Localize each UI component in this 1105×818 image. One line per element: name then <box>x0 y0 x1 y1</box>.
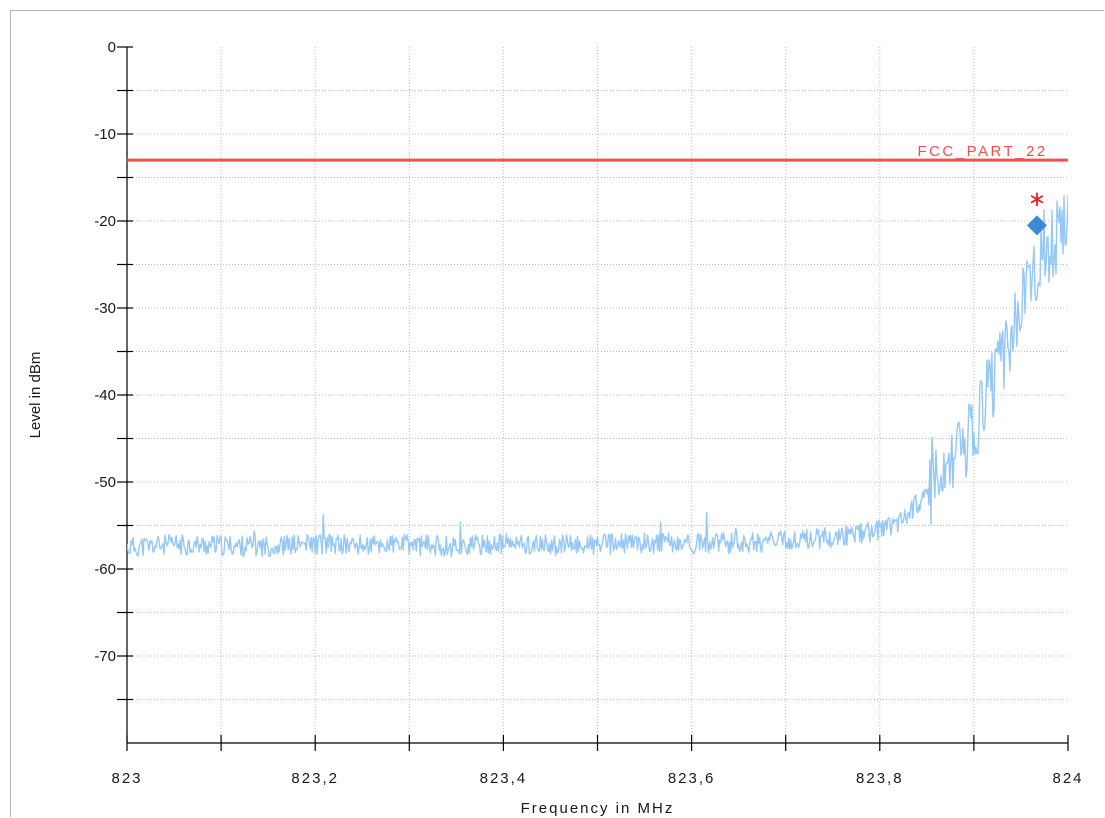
x-tick-label: 823 <box>111 770 142 787</box>
tick-labels: 0 -10 -20 -30 -40 -50 -60 -70 823 823,2 823,4 823,6… <box>94 39 1083 787</box>
axes <box>117 46 1069 751</box>
plot-frame <box>10 10 1104 817</box>
marker-asterisk <box>1030 192 1044 207</box>
trace-line <box>127 194 1068 558</box>
y-tick-label: -40 <box>94 387 116 404</box>
y-tick-label: -50 <box>94 474 116 491</box>
x-tick-label: 823,6 <box>668 770 716 787</box>
trace-series <box>127 194 1068 558</box>
x-tick-label: 823,8 <box>856 770 904 787</box>
y-tick-label: -60 <box>94 561 116 578</box>
markers <box>1026 192 1047 236</box>
y-tick-label: -20 <box>94 213 116 230</box>
y-tick-label: -70 <box>94 648 116 665</box>
x-tick-label: 823,4 <box>480 770 528 787</box>
marker-asterisk-stroke <box>1030 195 1044 204</box>
y-tick-label: -10 <box>94 126 116 143</box>
grid <box>127 47 1068 743</box>
limit-line-group: FCC_PART_22 <box>127 143 1068 162</box>
limit-line-label: FCC_PART_22 <box>917 143 1047 160</box>
x-tick-label: 824 <box>1052 770 1083 787</box>
y-tick-label: 0 <box>108 39 116 56</box>
x-axis-title: Frequency in MHz <box>521 800 675 817</box>
y-tick-label: -30 <box>94 300 116 317</box>
y-axis-title: Level in dBm <box>27 352 44 439</box>
marker-diamond <box>1026 215 1047 236</box>
x-tick-label: 823,2 <box>291 770 339 787</box>
